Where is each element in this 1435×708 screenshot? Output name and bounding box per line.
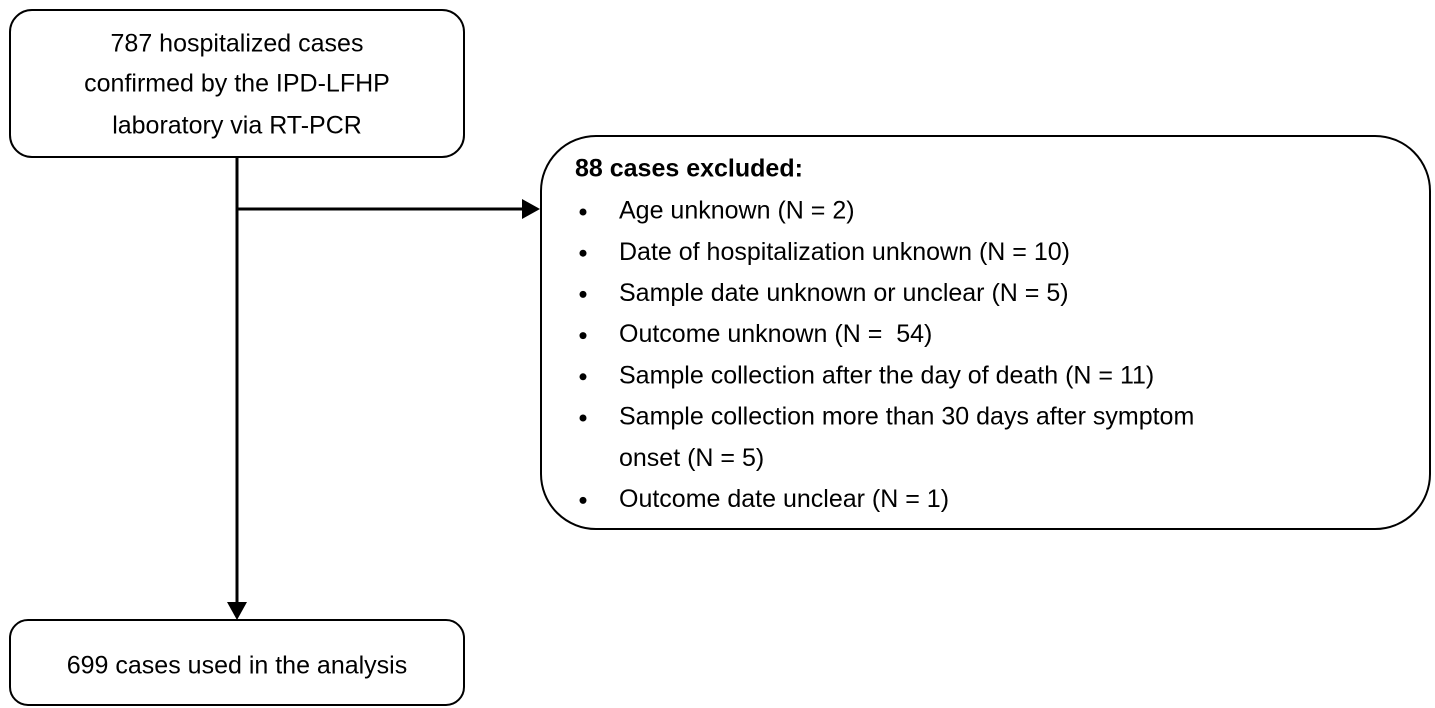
exclusion-item: Age unknown (N = 2) xyxy=(619,197,855,225)
exclusion-item: Sample collection more than 30 days afte… xyxy=(619,403,1194,431)
exclusion-item: onset (N = 5) xyxy=(619,444,764,472)
bullet xyxy=(579,332,587,340)
exclusion-box xyxy=(540,135,1431,530)
bullet xyxy=(579,373,587,381)
exclusion-item: Sample collection after the day of death… xyxy=(619,361,1154,389)
start-text: confirmed by the IPD-LFHP xyxy=(84,70,390,98)
bullet xyxy=(579,208,587,216)
bullet xyxy=(579,496,587,504)
bullet xyxy=(579,249,587,257)
exclusion-item: Date of hospitalization unknown (N = 10) xyxy=(619,238,1070,266)
down-arrowhead xyxy=(227,602,247,620)
exclusion-item: Outcome unknown (N = 54) xyxy=(619,320,932,348)
bullet xyxy=(579,414,587,422)
exclusion-title: 88 cases excluded: xyxy=(575,155,803,183)
exclusion-item: Sample date unknown or unclear (N = 5) xyxy=(619,279,1069,307)
exclusion-item: Outcome date unclear (N = 1) xyxy=(619,485,949,513)
bullet xyxy=(579,290,587,298)
result-text: 699 cases used in the analysis xyxy=(67,652,408,680)
start-text: 787 hospitalized cases xyxy=(111,30,364,58)
side-arrowhead xyxy=(522,199,540,219)
start-text: laboratory via RT-PCR xyxy=(112,112,362,140)
